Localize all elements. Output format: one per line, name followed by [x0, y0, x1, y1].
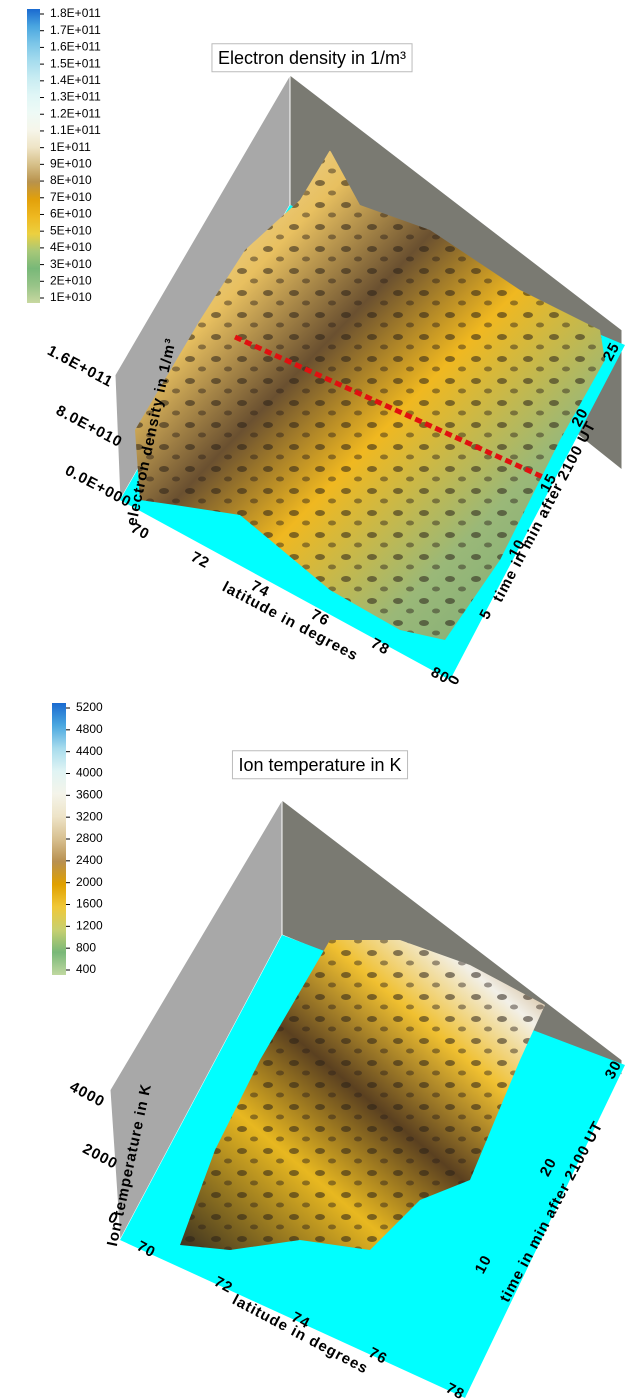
colorbar-label: 1.7E+011 — [50, 23, 101, 37]
colorbar-label: 2000 — [76, 875, 103, 889]
y-tick-label: 15 — [537, 471, 561, 495]
colorbar-label: 2E+010 — [50, 273, 92, 287]
colorbar-label: 4000 — [76, 766, 103, 780]
y-tick-label: 10 — [505, 536, 529, 560]
colorbar-label: 1.4E+011 — [50, 73, 101, 87]
colorbar-label: 4E+010 — [50, 240, 92, 254]
x-tick-label: 76 — [366, 1344, 390, 1368]
colorbar-label: 4800 — [76, 722, 103, 736]
plot-box — [109, 798, 625, 1398]
y-tick-label: 25 — [600, 340, 624, 364]
z-tick-label: 8.0E+010 — [53, 402, 125, 451]
colorbar-label: 6E+010 — [50, 207, 92, 221]
colorbar-label: 1200 — [76, 919, 103, 933]
x-tick-label: 72 — [188, 548, 212, 572]
colorbar — [52, 703, 66, 975]
z-tick-label: 4000 — [67, 1078, 108, 1111]
x-tick-label: 74 — [248, 577, 272, 601]
y-tick-label: 20 — [537, 1155, 561, 1179]
y-tick-label: 30 — [602, 1058, 626, 1082]
colorbar-label: 4400 — [76, 744, 103, 758]
z-tick-label: 1.6E+011 — [45, 342, 116, 391]
colorbar-label: 1.1E+011 — [50, 123, 101, 137]
x-tick-label: 70 — [134, 1238, 158, 1262]
colorbar-label: 2400 — [76, 853, 103, 867]
colorbar-label: 5200 — [76, 700, 103, 714]
colorbar-label: 3600 — [76, 788, 103, 802]
colorbar-label: 800 — [76, 940, 96, 954]
chart-title: Ion temperature in K — [238, 755, 401, 775]
colorbar-label: 1.6E+011 — [50, 40, 101, 54]
x-tick-label: 80 — [428, 664, 452, 688]
title-box — [231, 750, 409, 780]
x-tick-label: 76 — [308, 606, 332, 630]
colorbar-label: 3200 — [76, 809, 103, 823]
colorbar-label: 7E+010 — [50, 190, 92, 204]
colorbar-label: 1.8E+011 — [50, 6, 101, 20]
colorbar-label: 1.2E+011 — [50, 106, 101, 120]
colorbar-label: 2800 — [76, 831, 103, 845]
x-tick-label: 78 — [443, 1380, 467, 1400]
colorbar-label: 5E+010 — [50, 223, 92, 237]
colorbar-label: 1E+011 — [50, 140, 91, 154]
colorbar-label: 1600 — [76, 897, 103, 911]
y-tick-label: 20 — [568, 405, 592, 429]
x-tick-label: 78 — [368, 635, 392, 659]
y-tick-label: 0 — [445, 672, 464, 688]
colorbar-label: 3E+010 — [50, 257, 92, 271]
plot-box — [114, 73, 625, 680]
y-tick-label: 10 — [472, 1252, 496, 1276]
x-tick-label: 70 — [128, 520, 152, 544]
x-tick-label: 74 — [289, 1309, 313, 1333]
title-box — [211, 43, 413, 73]
colorbar-label: 1.5E+011 — [50, 56, 101, 70]
x-tick-label: 72 — [211, 1273, 235, 1297]
chart-title: Electron density in 1/m³ — [218, 48, 406, 68]
colorbar — [27, 9, 40, 303]
colorbar-label: 9E+010 — [50, 157, 92, 171]
colorbar-label: 8E+010 — [50, 173, 92, 187]
colorbar-label: 1E+010 — [50, 290, 92, 304]
colorbar-label: 400 — [76, 962, 96, 976]
colorbar-label: 1.3E+011 — [50, 90, 101, 104]
